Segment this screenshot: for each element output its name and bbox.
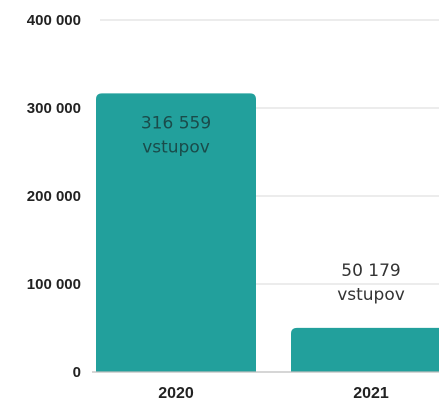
- bars: [96, 93, 439, 373]
- data-label-value: 316 559: [141, 113, 211, 133]
- y-tick-label: 200 000: [27, 188, 81, 205]
- data-label-value: 50 179: [341, 261, 400, 281]
- data-labels: 316 559 vstupov 50 179 vstupov: [141, 113, 405, 304]
- data-label-unit: vstupov: [142, 137, 210, 157]
- y-tick-label: 400 000: [27, 12, 81, 29]
- y-axis-ticks: 0 100 000 200 000 300 000 400 000: [27, 12, 81, 381]
- y-tick-label: 0: [73, 364, 81, 381]
- y-tick-label: 300 000: [27, 100, 81, 117]
- y-tick-label: 100 000: [27, 276, 81, 293]
- x-category-label: 2020: [158, 385, 194, 402]
- data-label-unit: vstupov: [337, 285, 405, 305]
- x-axis-categories: 2020 2021: [158, 385, 389, 402]
- x-category-label: 2021: [353, 385, 389, 402]
- bar-2021: [291, 327, 439, 372]
- bar-2020: [96, 93, 256, 373]
